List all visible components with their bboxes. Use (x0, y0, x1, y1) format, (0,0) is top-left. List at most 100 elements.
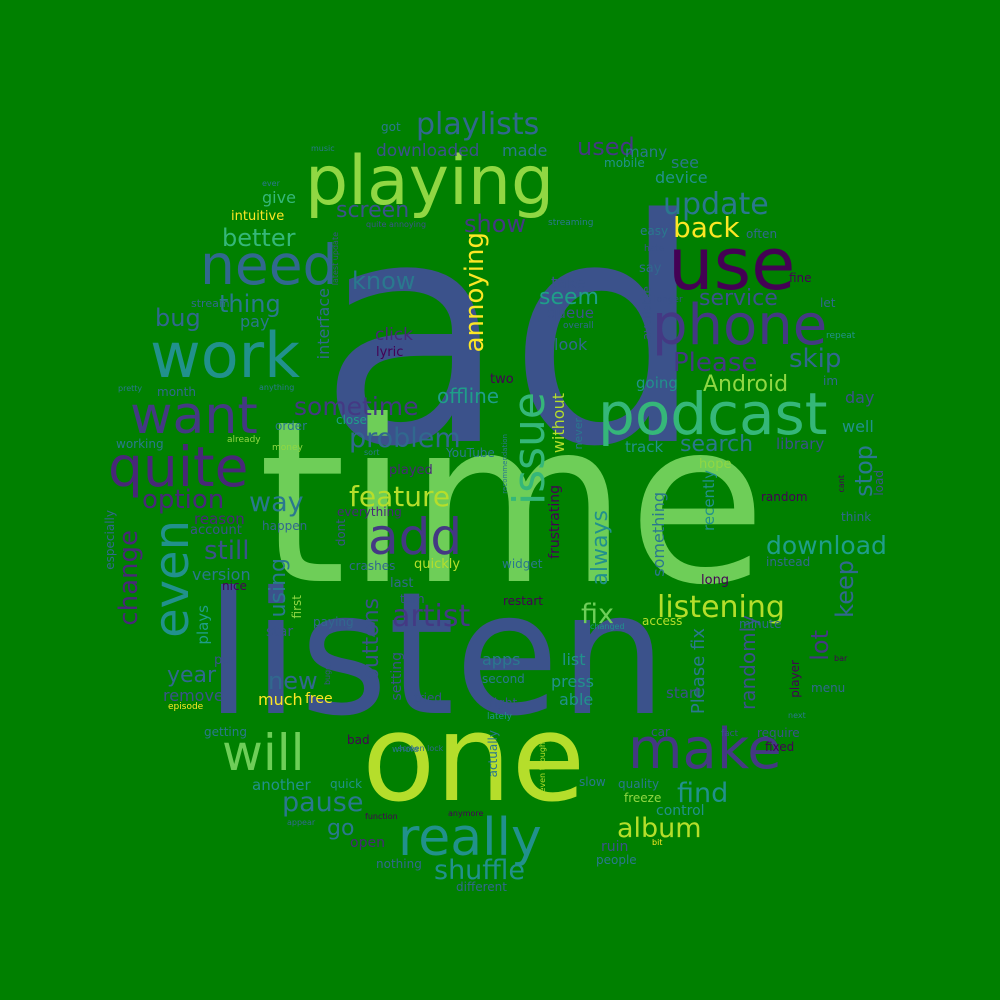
cloud-word-using: using (266, 558, 291, 618)
cloud-word-account: account (190, 523, 242, 538)
cloud-word-second: second (482, 672, 525, 686)
cloud-word-setting: setting (389, 652, 405, 701)
cloud-word-please: Please (673, 348, 758, 378)
cloud-word-free: free (305, 691, 333, 707)
cloud-word-annoying: annoying (460, 232, 490, 353)
cloud-word-right: right (489, 696, 518, 710)
cloud-word-buttons: buttons (359, 598, 384, 683)
cloud-word-back: back (673, 211, 740, 244)
cloud-word-next: next (788, 711, 806, 720)
cloud-word-think: think (841, 510, 872, 524)
cloud-word-library: library (776, 435, 825, 453)
cloud-word-lyric: lyric (376, 345, 404, 360)
cloud-word-download: download (766, 531, 887, 560)
cloud-word-menu: menu (811, 681, 846, 695)
cloud-word-recently: recently (700, 470, 718, 531)
cloud-word-put: put (214, 653, 236, 668)
cloud-word-bad: bad (347, 733, 370, 747)
cloud-word-happen: happen (262, 519, 308, 533)
cloud-word-screen-lock: screen lock (398, 744, 444, 753)
cloud-word-recommendation: recommendation (501, 434, 509, 494)
cloud-word-close: close (336, 413, 367, 427)
cloud-word-restart: restart (503, 594, 544, 608)
cloud-word-quality: quality (618, 777, 660, 791)
cloud-word-episode: episode (168, 702, 204, 712)
cloud-word-album: album (617, 813, 702, 844)
cloud-word-problem: problem (349, 423, 461, 454)
cloud-word-fine: fine (789, 271, 812, 285)
cloud-word-repeat: repeat (826, 331, 856, 341)
cloud-word-time: time (258, 373, 767, 635)
cloud-word-another: another (252, 776, 311, 794)
cloud-word-day: day (845, 388, 875, 407)
cloud-word-working: working (116, 437, 164, 451)
cloud-word-stop: stop (850, 445, 878, 497)
cloud-word-keep: keep (831, 560, 859, 618)
cloud-word-make: make (628, 717, 782, 782)
cloud-word-two: two (490, 372, 514, 387)
cloud-word-service: service (699, 286, 778, 311)
cloud-word-quite: quite (108, 435, 249, 499)
cloud-word-playlists: playlists (416, 107, 540, 142)
cloud-word-queue: queue (547, 304, 594, 322)
cloud-word-long: long (701, 573, 730, 588)
cloud-word-start: start (666, 684, 701, 702)
cloud-word-want: want (130, 386, 258, 446)
cloud-word-year: year (167, 663, 217, 688)
cloud-word-slow: slow (579, 775, 606, 789)
cloud-word-look: look (554, 335, 588, 354)
cloud-word-skip: skip (789, 344, 842, 374)
cloud-word-lot: lot (806, 630, 834, 661)
cloud-word-fixed: fixed (765, 740, 795, 754)
cloud-word-see: see (671, 153, 700, 172)
cloud-word-say: say (639, 261, 662, 276)
cloud-word-getting: getting (204, 725, 247, 739)
cloud-word-tried: tried (414, 691, 442, 705)
cloud-word-frustrating: frustrating (547, 485, 563, 559)
cloud-word-still: still (204, 536, 250, 566)
cloud-word-plays: plays (194, 605, 212, 645)
cloud-word-open: open (350, 835, 385, 851)
cloud-word-even-though: even though (538, 742, 547, 793)
cloud-word-offline: offline (437, 384, 500, 408)
cloud-word-widget: widget (502, 557, 543, 571)
cloud-word-change: change (114, 530, 144, 626)
cloud-word-fix: fix (581, 599, 614, 630)
cloud-word-search: search (680, 432, 754, 457)
cloud-word-take: take (551, 273, 586, 292)
cloud-word-used: used (577, 133, 635, 161)
cloud-word-nothing: nothing (376, 857, 422, 871)
cloud-word-listening: listening (657, 590, 785, 625)
cloud-word-please-fix: Please fix (688, 628, 709, 715)
cloud-word-new: new (268, 667, 318, 695)
cloud-word-bug: bug (155, 304, 201, 332)
cloud-word-longer: longer (654, 295, 683, 305)
cloud-word-appear: appear (287, 818, 316, 827)
cloud-word-remove: remove (163, 686, 224, 705)
cloud-word-better: better (222, 224, 296, 252)
cloud-word-find: find (677, 778, 729, 809)
cloud-word-got: got (381, 120, 401, 134)
cloud-word-pretty: pretty (118, 384, 143, 393)
cloud-word-streaming: streaming (548, 218, 594, 228)
cloud-word-never: never (572, 418, 585, 450)
cloud-word-android: Android (703, 372, 789, 397)
cloud-word-order: order (275, 419, 307, 433)
cloud-word-seem: seem (539, 285, 599, 310)
cloud-word-cant: cant (837, 475, 846, 493)
cloud-word-last: last (390, 576, 414, 591)
cloud-word-require: require (757, 726, 800, 740)
cloud-word-version: version (192, 565, 251, 584)
cloud-word-car: car (651, 725, 670, 739)
cloud-word-paying: paying (313, 615, 354, 629)
cloud-word-list: list (562, 650, 586, 669)
cloud-word-downloaded: downloaded (376, 141, 480, 161)
cloud-word-work: work (150, 319, 301, 392)
cloud-word-press: press (551, 672, 594, 691)
cloud-word-interface: interface (314, 288, 333, 360)
cloud-word-music: music (311, 144, 335, 153)
cloud-word-thing: thing (219, 290, 281, 318)
cloud-word-mobile: mobile (604, 156, 645, 170)
